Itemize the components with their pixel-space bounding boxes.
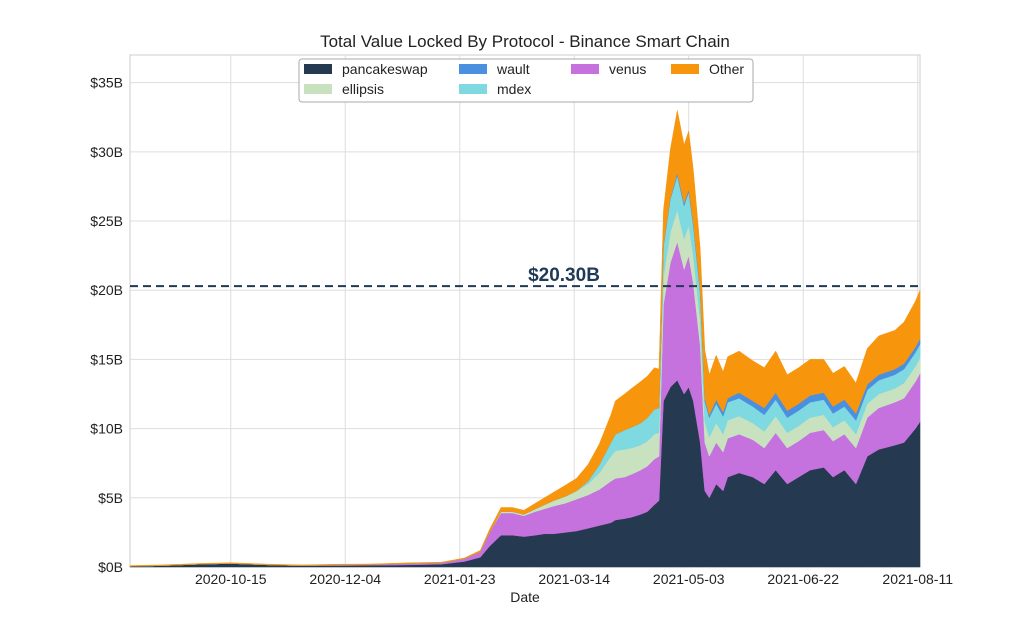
legend-swatch-mdex: [459, 84, 487, 94]
y-tick-label: $0B: [98, 559, 123, 575]
chart-title: Total Value Locked By Protocol - Binance…: [320, 32, 730, 51]
reference-line-group: $20.30B: [130, 265, 920, 288]
legend-label-ellipsis: ellipsis: [342, 81, 384, 97]
x-tick-label: 2021-05-03: [653, 571, 725, 587]
x-tick-label: 2021-06-22: [767, 571, 839, 587]
legend-swatch-wault: [459, 64, 487, 74]
legend-label-other: Other: [709, 61, 744, 77]
reference-line-label: $20.30B: [528, 265, 600, 286]
y-tick-label: $15B: [90, 351, 123, 367]
x-axis-ticks: 2020-10-15 2020-12-04 2021-01-23 2021-03-14…: [195, 571, 953, 587]
y-axis-ticks: $0B $5B $10B $15B $20B $25B $30B $35B: [90, 75, 123, 575]
y-tick-label: $10B: [90, 421, 123, 437]
x-tick-label: 2020-10-15: [195, 571, 267, 587]
legend-label-pancakeswap: pancakeswap: [342, 61, 428, 77]
legend: pancakeswap venus ellipsis mdex wault Other: [298, 58, 754, 103]
x-tick-label: 2021-03-14: [538, 571, 610, 587]
y-tick-label: $25B: [90, 213, 123, 229]
x-tick-label: 2021-01-23: [424, 571, 496, 587]
y-tick-label: $30B: [90, 144, 123, 160]
x-axis-label: Date: [510, 589, 540, 605]
x-tick-label: 2021-08-11: [882, 571, 953, 587]
legend-label-wault: wault: [496, 61, 530, 77]
legend-label-mdex: mdex: [497, 81, 531, 97]
legend-label-venus: venus: [609, 61, 646, 77]
area-other: [129, 110, 921, 567]
legend-frame: [298, 58, 754, 103]
y-tick-label: $35B: [90, 75, 123, 91]
legend-swatch-pancakeswap: [304, 64, 332, 74]
y-tick-label: $20B: [90, 282, 123, 298]
x-tick-label: 2020-12-04: [309, 571, 381, 587]
y-tick-label: $5B: [98, 490, 123, 506]
area-series: [129, 110, 921, 568]
legend-swatch-ellipsis: [304, 84, 332, 94]
legend-swatch-venus: [571, 64, 599, 74]
legend-swatch-other: [671, 64, 699, 74]
